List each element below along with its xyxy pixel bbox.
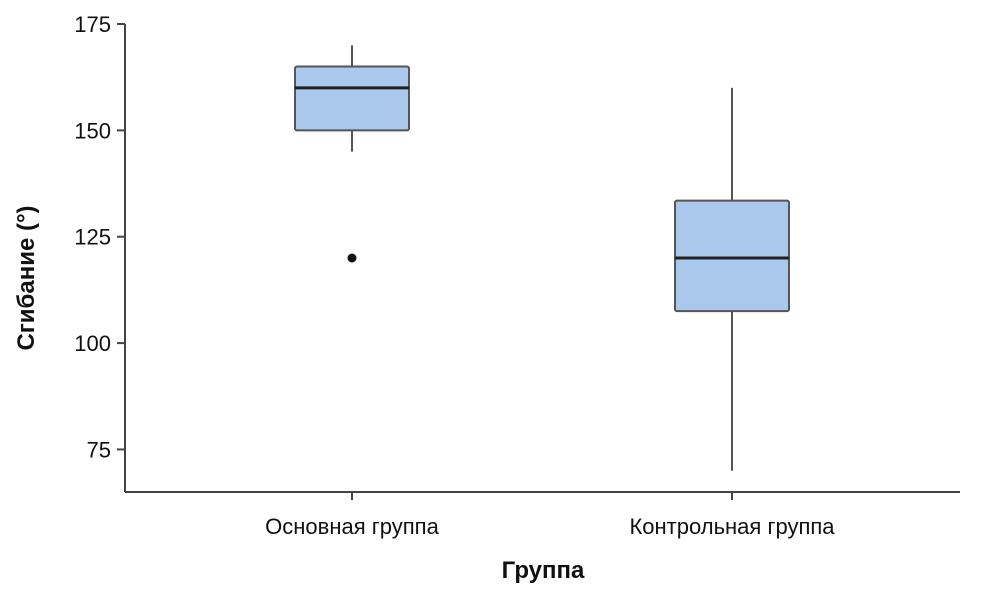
x-tick-label: Контрольная группа (629, 514, 835, 539)
y-axis-title: Сгибание (°) (13, 205, 40, 350)
box-iqr (294, 65, 410, 132)
y-tick-label: 75 (87, 437, 111, 462)
box-group (674, 87, 790, 471)
box-group (294, 45, 410, 263)
x-axis-title: Группа (502, 557, 585, 584)
y-tick-label: 100 (74, 331, 111, 356)
y-tick-label: 175 (74, 12, 111, 37)
outlier-point (347, 253, 357, 263)
y-tick-label: 125 (74, 225, 111, 250)
box-series (294, 45, 790, 471)
box-iqr (674, 199, 790, 313)
y-tick-label: 150 (74, 118, 111, 143)
axes (124, 24, 960, 493)
x-tick-label: Основная группа (265, 514, 439, 539)
y-axis-ticks: 75 100 125 150 175 (74, 12, 125, 462)
x-axis-ticks: Основная группа Контрольная группа (265, 492, 835, 539)
